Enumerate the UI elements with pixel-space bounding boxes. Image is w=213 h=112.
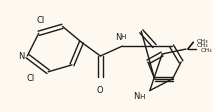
Text: N: N <box>133 91 140 100</box>
Text: CH₃: CH₃ <box>197 42 209 47</box>
Text: Cl: Cl <box>27 74 35 82</box>
Text: CH₃: CH₃ <box>197 38 209 43</box>
Text: Cl: Cl <box>36 16 45 25</box>
Text: N: N <box>18 52 25 61</box>
Text: CH₃: CH₃ <box>200 47 212 52</box>
Text: H: H <box>140 93 145 99</box>
Text: N: N <box>115 32 122 41</box>
Text: O: O <box>96 85 103 94</box>
Text: H: H <box>121 34 126 40</box>
